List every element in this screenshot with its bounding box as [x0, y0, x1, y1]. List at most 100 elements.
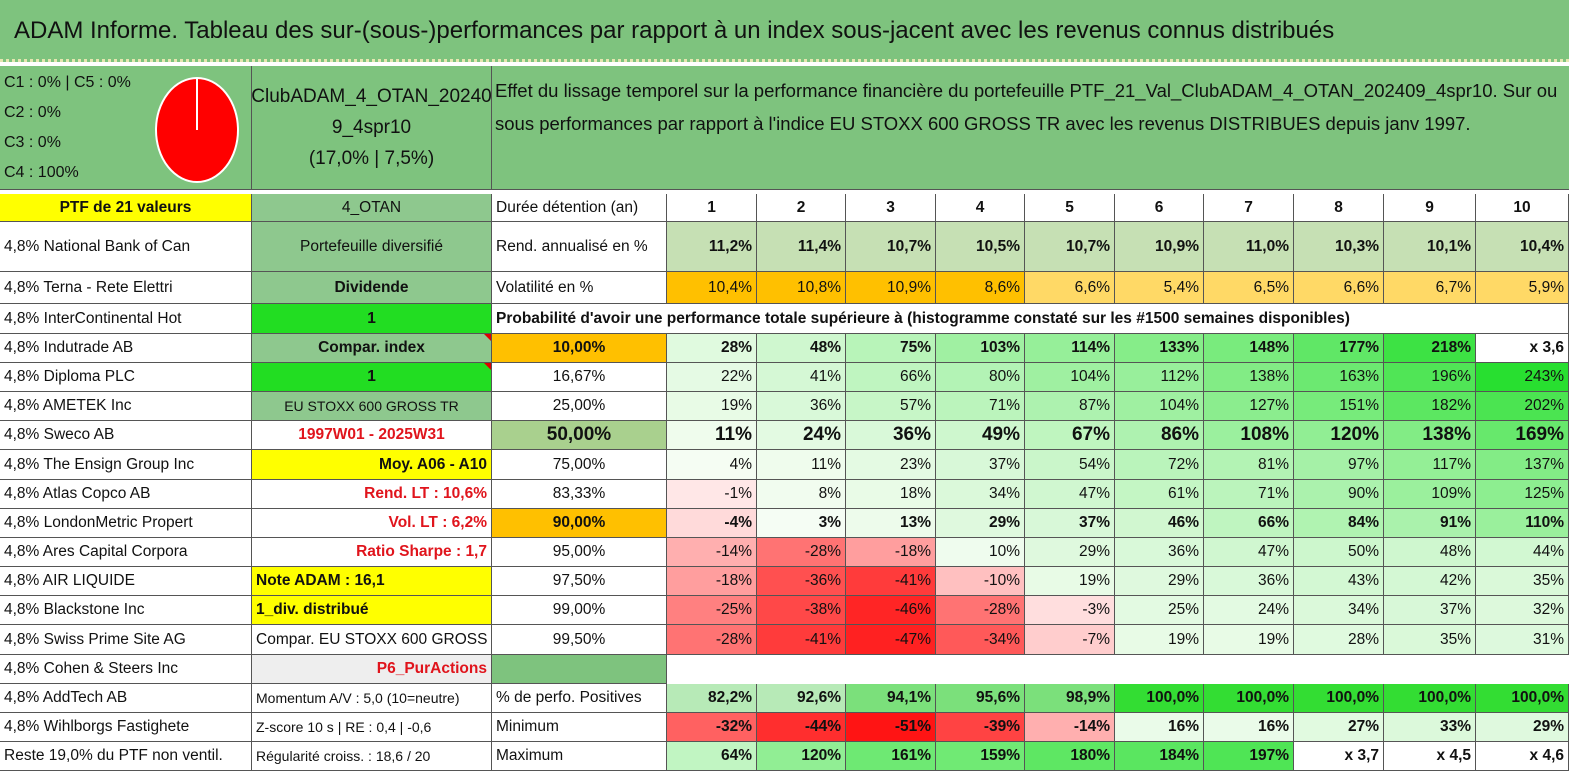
percentile-value: 66%: [846, 363, 936, 392]
percentile-value: -7%: [1025, 625, 1115, 655]
portfolio-size: PTF de 21 valeurs: [0, 194, 252, 222]
percentile-value: 29%: [1025, 538, 1115, 567]
positive-perf-value: 100,0%: [1204, 684, 1294, 713]
percentile-value: 50%: [1294, 538, 1384, 567]
positive-perf-value: 100,0%: [1294, 684, 1384, 713]
percentile-value: 103%: [936, 334, 1025, 363]
percentile-value: 43%: [1294, 567, 1384, 596]
maximum-value: 64%: [667, 742, 757, 771]
percentile-value: -47%: [846, 625, 936, 655]
maximum-value: 180%: [1025, 742, 1115, 771]
percentile-value: -4%: [667, 509, 757, 538]
volatility-value: 10,8%: [757, 272, 846, 304]
percentile-value: 13%: [846, 509, 936, 538]
percentile-value: -14%: [667, 538, 757, 567]
parameter-cell: Rend. LT : 10,6%: [252, 480, 492, 509]
percentile-value: 112%: [1115, 363, 1204, 392]
parameter-cell: 4_OTAN: [252, 194, 492, 222]
positive-perf-value: 95,6%: [936, 684, 1025, 713]
percentile-value: 8%: [757, 480, 846, 509]
percentile-value: -38%: [757, 596, 846, 625]
holding-row: 4,8% AIR LIQUIDE: [0, 567, 252, 596]
positive-perf-value: 100,0%: [1115, 684, 1204, 713]
percentile-value: -1%: [667, 480, 757, 509]
percentile-value: 19%: [667, 392, 757, 421]
percentile-value: 31%: [1476, 625, 1569, 655]
positive-perf-value: 82,2%: [667, 684, 757, 713]
volatility-value: 6,7%: [1384, 272, 1476, 304]
percentile-value: 24%: [757, 421, 846, 450]
percentile-value: 169%: [1476, 421, 1569, 450]
percentile-value: -34%: [936, 625, 1025, 655]
percentile-value: 46%: [1115, 509, 1204, 538]
percentile-label: 25,00%: [492, 392, 667, 421]
percentile-value: 110%: [1476, 509, 1569, 538]
holding-row: Reste 19,0% du PTF non ventil.: [0, 742, 252, 771]
volatility-value: 6,6%: [1025, 272, 1115, 304]
percentile-value: 24%: [1204, 596, 1294, 625]
percentile-value: 117%: [1384, 450, 1476, 480]
minimum-value: 16%: [1115, 713, 1204, 742]
parameter-cell: Compar. EU STOXX 600 GROSS TR: [252, 625, 492, 655]
percentile-value: 37%: [1025, 509, 1115, 538]
percentile-value: 87%: [1025, 392, 1115, 421]
percentile-value: 29%: [1115, 567, 1204, 596]
parameter-cell: 1997W01 - 2025W31: [252, 421, 492, 450]
percentile-value: 163%: [1294, 363, 1384, 392]
holding-row: 4,8% Sweco AB: [0, 421, 252, 450]
maximum-value: x 3,7: [1294, 742, 1384, 771]
percentile-value: 28%: [667, 334, 757, 363]
maximum-value: 161%: [846, 742, 936, 771]
percentile-value: 104%: [1115, 392, 1204, 421]
holding-row: 4,8% Terna - Rete Elettri: [0, 272, 252, 304]
percentile-label: 90,00%: [492, 509, 667, 538]
percentile-value: 243%: [1476, 363, 1569, 392]
percentile-value: 109%: [1384, 480, 1476, 509]
percentile-label: 16,67%: [492, 363, 667, 392]
percentile-value: 177%: [1294, 334, 1384, 363]
positive-perf-value: 100,0%: [1476, 684, 1569, 713]
percentile-label: 75,00%: [492, 450, 667, 480]
percentile-label: 10,00%: [492, 334, 667, 363]
percentile-value: 4%: [667, 450, 757, 480]
percentile-value: 22%: [667, 363, 757, 392]
percentile-value: 57%: [846, 392, 936, 421]
percentile-value: 202%: [1476, 392, 1569, 421]
holding-row: 4,8% Wihlborgs Fastighete: [0, 713, 252, 742]
legend-line: C4 : 100%: [4, 164, 79, 181]
volatility-value: 10,4%: [667, 272, 757, 304]
percentile-value: 36%: [1204, 567, 1294, 596]
legend-line: C2 : 0%: [4, 104, 61, 121]
maximum-value: 184%: [1115, 742, 1204, 771]
parameter-cell: Portefeuille diversifié: [252, 222, 492, 272]
parameter-cell: Dividende: [252, 272, 492, 304]
holding-row: 4,8% AddTech AB: [0, 684, 252, 713]
percentile-value: 54%: [1025, 450, 1115, 480]
holding-row: 4,8% InterContinental Hot: [0, 304, 252, 334]
holding-row: 4,8% Indutrade AB: [0, 334, 252, 363]
percentile-value: 67%: [1025, 421, 1115, 450]
year-header: 4: [936, 194, 1025, 222]
allocation-pie-chart: [155, 77, 239, 183]
volatility-value: 5,9%: [1476, 272, 1569, 304]
positive-perf-value: 100,0%: [1384, 684, 1476, 713]
maximum-label: Maximum: [492, 742, 667, 771]
holding-row: 4,8% Atlas Copco AB: [0, 480, 252, 509]
percentile-value: 19%: [1025, 567, 1115, 596]
percentile-value: -46%: [846, 596, 936, 625]
percentile-value: 49%: [936, 421, 1025, 450]
minimum-label: Minimum: [492, 713, 667, 742]
percentile-value: 10%: [936, 538, 1025, 567]
holding-period-label: Durée détention (an): [492, 194, 667, 222]
holding-row: 4,8% Blackstone Inc: [0, 596, 252, 625]
percentile-value: 25%: [1115, 596, 1204, 625]
parameter-cell: Moy. A06 - A10: [252, 450, 492, 480]
maximum-value: 159%: [936, 742, 1025, 771]
percentile-value: 133%: [1115, 334, 1204, 363]
holding-row: 4,8% Swiss Prime Site AG: [0, 625, 252, 655]
report-title: ADAM Informe. Tableau des sur-(sous-)per…: [0, 0, 1569, 62]
holding-row: 4,8% Diploma PLC: [0, 363, 252, 392]
percentile-value: 61%: [1115, 480, 1204, 509]
minimum-value: -14%: [1025, 713, 1115, 742]
